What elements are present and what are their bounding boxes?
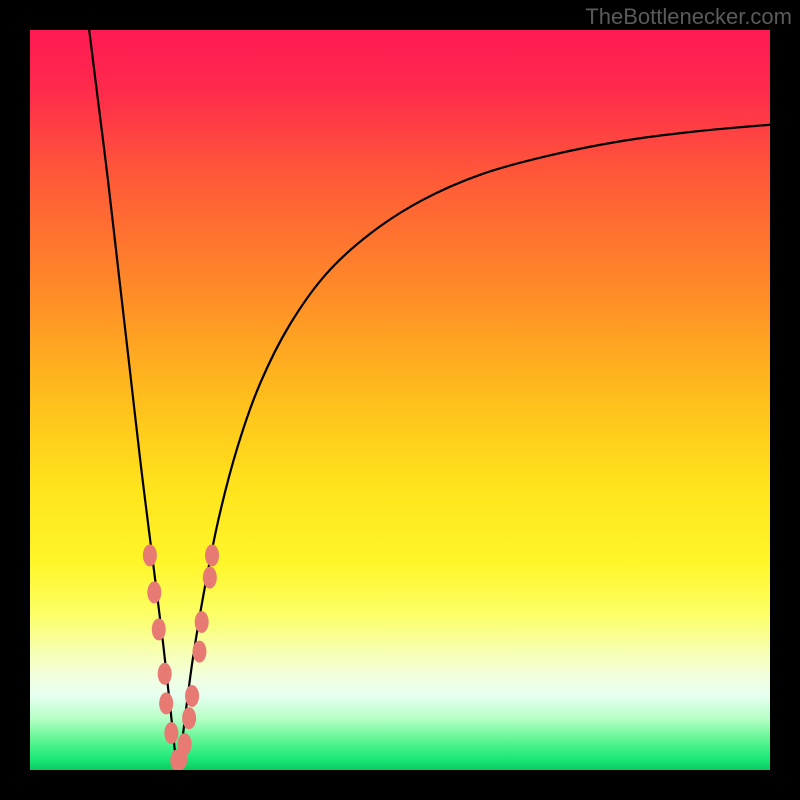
curve-marker bbox=[185, 685, 199, 707]
watermark-label: TheBottlenecker.com bbox=[585, 4, 792, 30]
curve-marker bbox=[203, 567, 217, 589]
bottleneck-curve-chart bbox=[30, 30, 770, 770]
curve-marker bbox=[205, 544, 219, 566]
curve-marker bbox=[164, 722, 178, 744]
curve-marker bbox=[152, 618, 166, 640]
curve-marker bbox=[195, 611, 209, 633]
curve-marker bbox=[158, 663, 172, 685]
curve-marker bbox=[147, 581, 161, 603]
curve-marker bbox=[178, 733, 192, 755]
curve-marker bbox=[143, 544, 157, 566]
stage: TheBottlenecker.com bbox=[0, 0, 800, 800]
plot-area bbox=[30, 30, 770, 770]
curve-marker bbox=[159, 692, 173, 714]
bottleneck-curve bbox=[89, 30, 770, 764]
curve-marker bbox=[192, 641, 206, 663]
curve-marker bbox=[182, 707, 196, 729]
